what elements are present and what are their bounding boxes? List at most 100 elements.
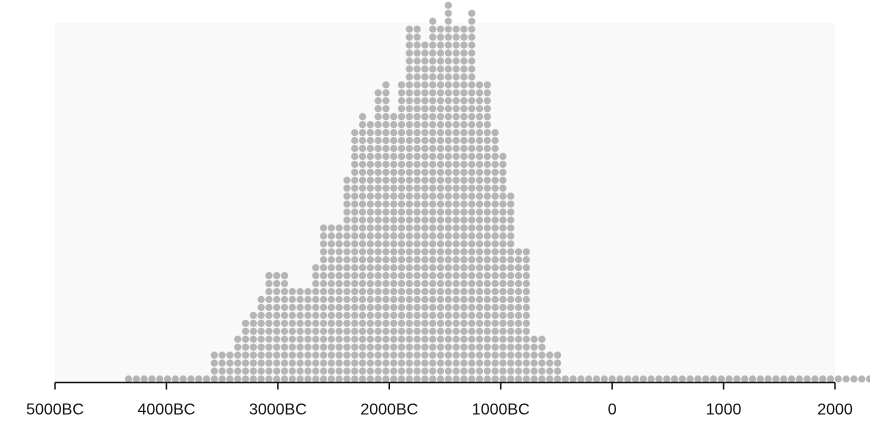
dot-mark xyxy=(351,359,359,367)
dot-mark xyxy=(358,240,367,248)
dot-mark xyxy=(452,311,460,319)
dot-mark xyxy=(382,105,390,113)
dot-mark xyxy=(460,303,468,312)
dot-mark xyxy=(483,136,491,145)
dot-mark xyxy=(452,128,460,137)
dot-mark xyxy=(397,81,406,89)
dot-mark xyxy=(468,184,476,192)
dot-mark xyxy=(483,335,491,343)
x-tick-label: 4000BC xyxy=(138,402,196,419)
dot-mark xyxy=(421,73,429,81)
dot-mark xyxy=(335,224,343,232)
dot-mark xyxy=(382,113,390,121)
dot-mark xyxy=(405,319,413,327)
dot-mark xyxy=(319,375,328,383)
dot-mark xyxy=(514,319,523,327)
dot-mark xyxy=(507,280,515,288)
dot-mark xyxy=(390,232,398,240)
dot-mark xyxy=(452,359,460,367)
dot-mark xyxy=(452,73,460,81)
dot-mark xyxy=(366,200,374,208)
dot-mark xyxy=(468,327,476,335)
dot-mark xyxy=(405,327,413,335)
dot-mark xyxy=(374,192,382,200)
dot-mark xyxy=(491,367,499,375)
dot-mark xyxy=(475,232,484,240)
dot-mark xyxy=(249,351,257,359)
dot-mark xyxy=(491,128,499,137)
dot-mark xyxy=(312,359,320,367)
dot-mark xyxy=(468,144,476,153)
dot-mark xyxy=(592,375,601,383)
dot-mark xyxy=(444,232,452,240)
dot-mark xyxy=(507,272,515,280)
dot-mark xyxy=(538,343,546,351)
dot-mark xyxy=(148,375,156,383)
dot-mark xyxy=(436,136,445,145)
dot-mark xyxy=(327,343,335,351)
dot-mark xyxy=(491,327,499,335)
dot-mark xyxy=(429,105,437,113)
dot-mark xyxy=(397,160,406,168)
dot-mark xyxy=(444,105,452,113)
dot-mark xyxy=(460,264,468,272)
dot-mark xyxy=(491,343,499,351)
dot-mark xyxy=(429,272,437,280)
dot-mark xyxy=(553,367,562,375)
dot-mark xyxy=(280,367,289,375)
dot-mark xyxy=(444,9,452,17)
dot-mark xyxy=(366,287,374,296)
dot-mark xyxy=(475,144,484,153)
dot-mark xyxy=(429,367,437,375)
dot-mark xyxy=(405,311,413,319)
dot-mark xyxy=(429,41,437,49)
dot-mark xyxy=(491,359,499,367)
dot-mark xyxy=(460,121,468,129)
dot-mark xyxy=(312,327,320,335)
dot-mark xyxy=(280,327,289,335)
dot-mark xyxy=(358,351,367,359)
dot-mark xyxy=(382,335,390,343)
dot-mark xyxy=(397,216,406,224)
dot-mark xyxy=(390,327,398,335)
dot-mark xyxy=(351,264,359,272)
dot-mark xyxy=(421,343,429,351)
dot-mark xyxy=(436,311,445,319)
dot-mark xyxy=(858,375,866,383)
dot-mark xyxy=(491,256,499,264)
dot-mark xyxy=(397,256,406,264)
dot-mark xyxy=(475,287,484,296)
dot-mark xyxy=(304,343,312,351)
dot-mark xyxy=(483,97,491,105)
dot-mark xyxy=(280,272,289,280)
dot-mark xyxy=(530,335,538,343)
dot-mark xyxy=(452,264,460,272)
dot-mark xyxy=(374,105,382,113)
dot-mark xyxy=(288,303,296,312)
dot-mark xyxy=(358,184,367,192)
dot-mark xyxy=(343,264,351,272)
dot-mark xyxy=(460,105,468,113)
dot-mark xyxy=(234,351,242,359)
dot-mark xyxy=(421,311,429,319)
dot-mark xyxy=(429,248,437,256)
dot-mark xyxy=(265,319,273,327)
dot-mark xyxy=(327,351,335,359)
dot-mark xyxy=(304,375,312,383)
dot-mark xyxy=(335,311,343,319)
dot-mark xyxy=(265,303,273,312)
dot-mark xyxy=(499,168,507,176)
dot-mark xyxy=(390,335,398,343)
dot-mark xyxy=(374,89,382,97)
dot-mark xyxy=(429,176,437,184)
dot-mark xyxy=(382,287,390,296)
dot-mark xyxy=(491,335,499,343)
dot-mark xyxy=(335,280,343,288)
dot-mark xyxy=(452,343,460,351)
dot-mark xyxy=(429,319,437,327)
dot-mark xyxy=(421,272,429,280)
dot-mark xyxy=(312,375,320,383)
dot-mark xyxy=(421,89,429,97)
x-tick-label: 2000 xyxy=(817,402,853,419)
dot-mark xyxy=(475,208,484,216)
